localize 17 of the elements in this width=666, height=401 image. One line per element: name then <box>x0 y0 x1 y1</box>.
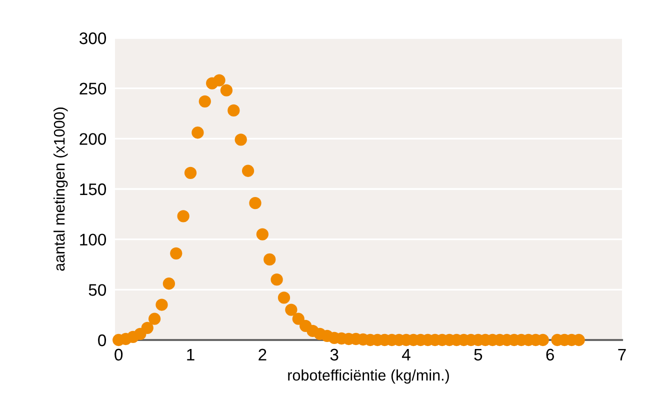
y-tick-label: 200 <box>80 133 106 145</box>
y-tick-label: 250 <box>80 82 106 95</box>
y-axis-title: aantal metingen (x1000) <box>54 108 68 271</box>
x-tick-label: 6 <box>546 348 554 361</box>
x-tick-label: 3 <box>330 348 338 361</box>
y-tick-label: 100 <box>80 234 106 246</box>
y-tick-label: 300 <box>79 32 106 44</box>
x-tick-label: 5 <box>474 348 482 361</box>
y-tick-label: 150 <box>80 183 106 196</box>
x-tick-label: 1 <box>187 348 194 360</box>
x-tick-label: 7 <box>618 348 626 360</box>
x-tick-label: 4 <box>402 348 410 360</box>
x-tick-label: 0 <box>114 348 123 361</box>
x-tick-label: 2 <box>258 348 266 360</box>
y-tick-label: 50 <box>88 284 106 296</box>
y-tick-label: 0 <box>98 334 106 346</box>
x-axis-title: robotefficiëntie (kg/min.) <box>288 369 449 384</box>
